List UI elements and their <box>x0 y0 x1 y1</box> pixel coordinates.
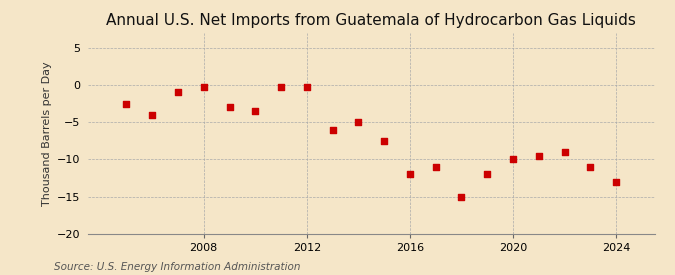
Point <box>430 165 441 169</box>
Title: Annual U.S. Net Imports from Guatemala of Hydrocarbon Gas Liquids: Annual U.S. Net Imports from Guatemala o… <box>107 13 636 28</box>
Text: Source: U.S. Energy Information Administration: Source: U.S. Energy Information Administ… <box>54 262 300 272</box>
Point <box>327 127 338 132</box>
Point <box>121 101 132 106</box>
Point <box>173 90 184 95</box>
Point <box>508 157 518 162</box>
Point <box>533 153 544 158</box>
Point <box>482 172 493 177</box>
Point <box>250 109 261 113</box>
Y-axis label: Thousand Barrels per Day: Thousand Barrels per Day <box>43 61 53 206</box>
Point <box>585 165 596 169</box>
Point <box>302 84 313 89</box>
Point <box>224 105 235 109</box>
Point <box>275 84 286 89</box>
Point <box>198 84 209 89</box>
Point <box>353 120 364 124</box>
Point <box>404 172 415 177</box>
Point <box>456 194 467 199</box>
Point <box>379 139 389 143</box>
Point <box>611 180 622 184</box>
Point <box>146 112 157 117</box>
Point <box>559 150 570 154</box>
